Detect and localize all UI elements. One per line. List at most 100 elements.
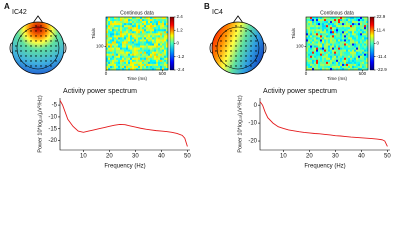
data-image-cell [342, 45, 345, 48]
electrode [255, 35, 257, 37]
data-image-cell [322, 39, 325, 42]
data-image-cell [122, 35, 125, 38]
data-image-cell [164, 33, 167, 36]
data-image-cell [128, 19, 131, 22]
data-image-cell [152, 35, 155, 38]
image-xlabel: Time (ms) [327, 76, 348, 81]
data-image-cell [344, 17, 347, 20]
data-image-cell [306, 41, 309, 44]
colorbar-tick-label: 0 [377, 41, 380, 46]
data-image-cell [166, 47, 169, 50]
data-image-cell [114, 59, 117, 63]
colorbar-tick-label: 2.4 [177, 14, 184, 19]
data-image-cell [156, 35, 159, 38]
data-image-cell [348, 17, 351, 20]
data-image-cell [148, 19, 151, 22]
data-image-cell [320, 51, 323, 54]
data-image-cell [126, 45, 129, 48]
data-image-cell [112, 23, 115, 26]
data-image-cell [364, 43, 367, 46]
data-image-cell [132, 61, 135, 65]
data-image-cell [356, 37, 359, 40]
data-image-cell [166, 57, 169, 61]
data-image-cell [120, 31, 123, 34]
data-image-cell [162, 37, 165, 40]
data-image-cell [308, 35, 311, 38]
data-image-cell [322, 67, 325, 71]
data-image-cell [136, 23, 139, 26]
electrode [225, 50, 227, 52]
data-image-cell [122, 65, 125, 69]
data-image-cell [360, 31, 363, 34]
data-image-cell [120, 19, 123, 22]
data-image-cell [362, 59, 365, 63]
data-image-cell [356, 43, 359, 46]
data-image-cell [310, 17, 313, 20]
data-image-cell [114, 35, 117, 38]
data-image-cell [122, 23, 125, 26]
electrode [235, 55, 237, 57]
data-image-cell [328, 27, 331, 30]
data-image-cell [116, 65, 119, 69]
data-image-cell [130, 53, 133, 57]
electrode [35, 40, 37, 42]
data-image-cell [364, 51, 367, 54]
x-tick-label: 40 [358, 154, 365, 160]
data-image-cell [364, 21, 367, 24]
electrode [45, 30, 47, 32]
data-image-cell [142, 43, 145, 46]
data-image-cell [148, 49, 151, 52]
data-image-cell [108, 53, 111, 57]
data-image-cell [154, 59, 157, 63]
data-image-cell [348, 51, 351, 54]
data-image-cell [342, 29, 345, 32]
data-image-cell [334, 65, 337, 69]
electrode [40, 45, 42, 47]
data-image-cell [114, 37, 117, 40]
data-image-cell [346, 37, 349, 40]
data-image-cell [136, 53, 139, 57]
data-image-cell [310, 25, 313, 28]
data-image-cell [336, 49, 339, 52]
electrode [220, 35, 222, 37]
x-tick-label: 500 [159, 71, 167, 76]
data-image-cell [330, 21, 333, 24]
data-image-cell [336, 57, 339, 61]
data-image-cell [310, 29, 313, 32]
data-image-cell [142, 51, 145, 54]
data-image-cell [106, 39, 109, 42]
data-image-cell [354, 17, 357, 20]
data-image-cell [116, 37, 119, 40]
electrode [240, 55, 242, 57]
data-image-cell [154, 37, 157, 40]
data-image-cell [334, 35, 337, 38]
data-image-cell [110, 45, 113, 48]
data-image-cell [112, 27, 115, 30]
data-image-cell [346, 57, 349, 61]
electrode [50, 50, 52, 52]
data-image-cell [160, 39, 163, 42]
data-image-cell [106, 33, 109, 36]
data-image-cell [346, 65, 349, 69]
data-image-cell [356, 17, 359, 20]
data-image-cell [148, 45, 151, 48]
data-image-cell [310, 23, 313, 26]
data-image-cell [320, 57, 323, 61]
electrode [55, 55, 57, 57]
data-image-cell [360, 49, 363, 52]
data-image-cell [318, 63, 321, 67]
data-image-cell [360, 17, 363, 20]
data-image-cell [126, 31, 129, 34]
data-image-cell [338, 41, 341, 44]
head-outline [216, 26, 260, 70]
data-image-cell [158, 51, 161, 54]
data-image-cell [154, 29, 157, 32]
data-image-cell [336, 41, 339, 44]
electrode [250, 30, 252, 32]
data-image-cell [362, 51, 365, 54]
data-image-cell [342, 33, 345, 36]
data-image-cell [346, 51, 349, 54]
data-image-cell [306, 67, 309, 71]
data-image-cell [342, 61, 345, 65]
axes [259, 98, 390, 151]
